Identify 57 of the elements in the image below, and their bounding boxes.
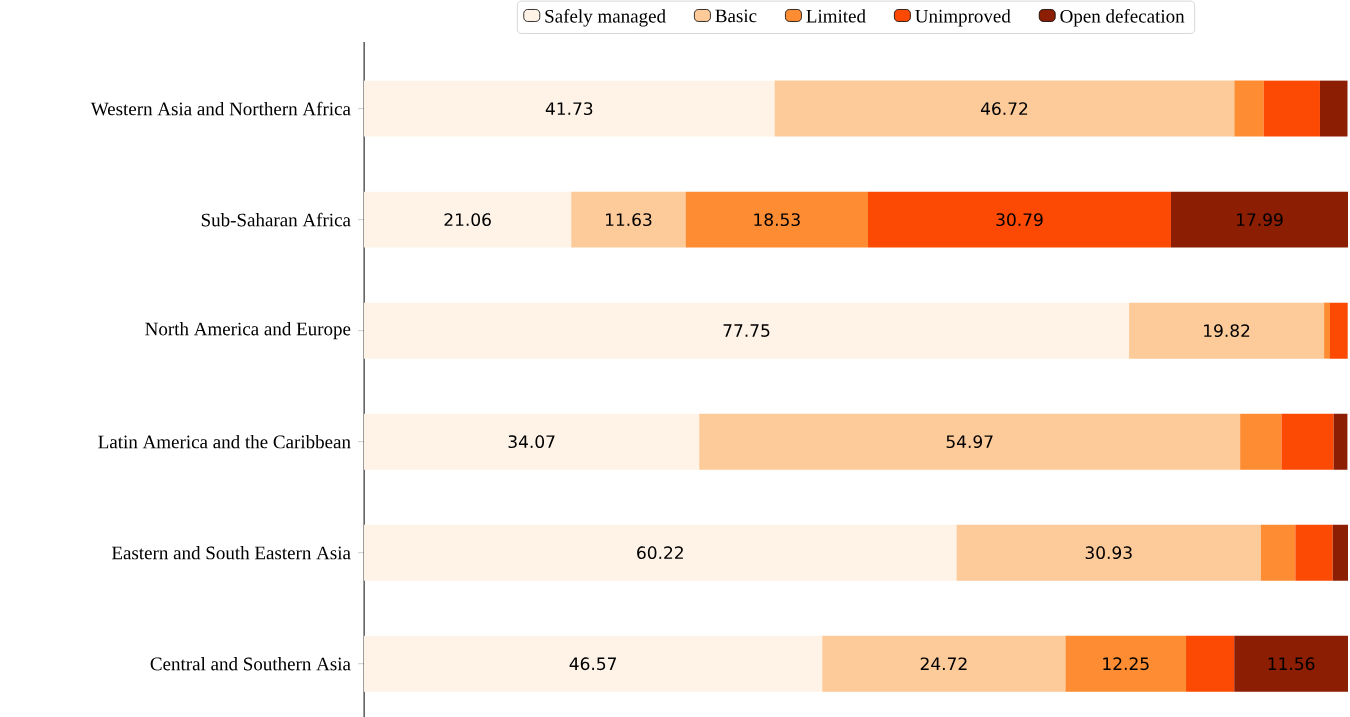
- bar: [364, 191, 572, 248]
- legend-label: Open defecation: [1060, 9, 1185, 27]
- bar: [364, 302, 1130, 359]
- bar: [1260, 524, 1296, 581]
- bar: [1129, 302, 1325, 359]
- bar: [1234, 635, 1348, 692]
- bar: [1263, 80, 1320, 137]
- y-tick-label: North America and Europe: [145, 322, 351, 340]
- bar: [1170, 191, 1348, 248]
- y-tick-label: Western Asia and Northern Africa: [90, 101, 351, 116]
- data-label: 30.79: [996, 213, 1043, 227]
- data-label: 11.56: [1268, 657, 1315, 671]
- bar: [364, 524, 957, 581]
- legend-label: Limited: [806, 9, 866, 23]
- bar: [1295, 524, 1333, 581]
- bar: [956, 524, 1261, 581]
- data-label: 46.72: [980, 102, 1028, 116]
- bar: [364, 413, 700, 470]
- data-label: 54.97: [946, 435, 993, 449]
- bar: [868, 191, 1171, 248]
- data-label: 46.57: [569, 657, 617, 671]
- bar: [571, 191, 686, 248]
- bar: [774, 80, 1235, 137]
- y-tick-label: Sub-Saharan Africa: [201, 212, 351, 227]
- legend-label: Basic: [715, 9, 757, 23]
- data-label: 12.25: [1103, 657, 1149, 671]
- bar: [1333, 413, 1348, 470]
- data-label: 11.63: [606, 213, 652, 227]
- y-tick-label: Eastern and South Eastern Asia: [111, 546, 351, 560]
- bar: [1065, 635, 1187, 692]
- data-label: 60.22: [637, 546, 683, 560]
- bar: [822, 635, 1066, 692]
- bar: [699, 413, 1241, 470]
- data-label: 21.06: [444, 213, 491, 227]
- data-label: 24.72: [920, 657, 967, 671]
- bar: [364, 635, 823, 692]
- data-label: 30.93: [1085, 546, 1132, 560]
- y-tick-label: Central and Southern Asia: [150, 657, 351, 671]
- bar: [1332, 524, 1348, 581]
- data-label: 18.53: [754, 213, 800, 227]
- y-tick-label: Latin America and the Caribbean: [98, 434, 351, 449]
- bar: [685, 191, 869, 248]
- legend-label: Unimproved: [915, 9, 1011, 27]
- bar: [1234, 80, 1264, 137]
- bar: [1324, 302, 1330, 359]
- bar: [1186, 635, 1235, 692]
- bar: [1319, 80, 1348, 137]
- data-label: 34.07: [508, 435, 555, 449]
- bar: [364, 80, 775, 137]
- bar: [1329, 302, 1348, 359]
- data-label: 19.82: [1204, 324, 1250, 338]
- bar: [1240, 413, 1282, 470]
- bar: [1281, 413, 1334, 470]
- data-label: 41.73: [545, 102, 593, 116]
- data-label: 77.75: [723, 324, 770, 337]
- legend-label: Safely managed: [545, 9, 666, 27]
- data-label: 17.99: [1237, 213, 1283, 227]
